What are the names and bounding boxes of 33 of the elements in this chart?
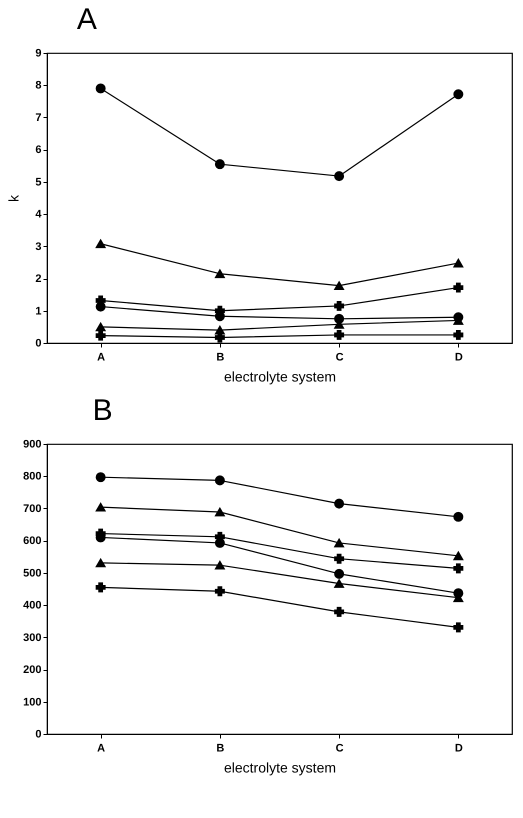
y-tick-label: 0 (35, 338, 42, 350)
y-tick-label: 0 (35, 728, 42, 740)
x-tick-label: A (97, 352, 106, 364)
y-tick-label: 5 (35, 176, 42, 188)
x-axis-title: electrolyte system (224, 368, 336, 384)
chart-title: A (76, 3, 97, 36)
y-tick-label: 700 (23, 502, 42, 515)
y-tick-label: 900 (23, 438, 42, 450)
x-tick-label: C (336, 352, 344, 364)
x-tick-label: B (216, 742, 224, 754)
y-tick-label: 500 (23, 567, 42, 580)
y-tick-label: 9 (35, 48, 42, 60)
chart-title: B (92, 394, 113, 427)
y-tick-label: 600 (23, 535, 42, 548)
x-tick-label: A (97, 742, 106, 754)
y-tick-label: 400 (23, 600, 42, 612)
y-tick-label: 4 (35, 208, 42, 221)
y-tick-label: 3 (35, 240, 42, 253)
y-tick-label: 800 (23, 470, 42, 483)
y-tick-label: 300 (23, 632, 42, 644)
x-tick-label: C (336, 742, 344, 754)
x-tick-label: D (454, 352, 463, 364)
y-tick-label: 100 (23, 696, 42, 708)
y-tick-label: 1 (35, 305, 42, 318)
y-tick-label: 2 (35, 273, 42, 286)
x-tick-label: D (454, 742, 463, 754)
y-tick-label: 8 (35, 80, 42, 92)
y-axis-title: k (5, 194, 22, 202)
y-tick-label: 200 (23, 664, 42, 676)
x-tick-label: B (216, 352, 224, 364)
y-tick-label: 6 (35, 144, 42, 156)
y-tick-label: 7 (35, 112, 42, 124)
x-axis-title: electrolyte system (224, 760, 336, 776)
